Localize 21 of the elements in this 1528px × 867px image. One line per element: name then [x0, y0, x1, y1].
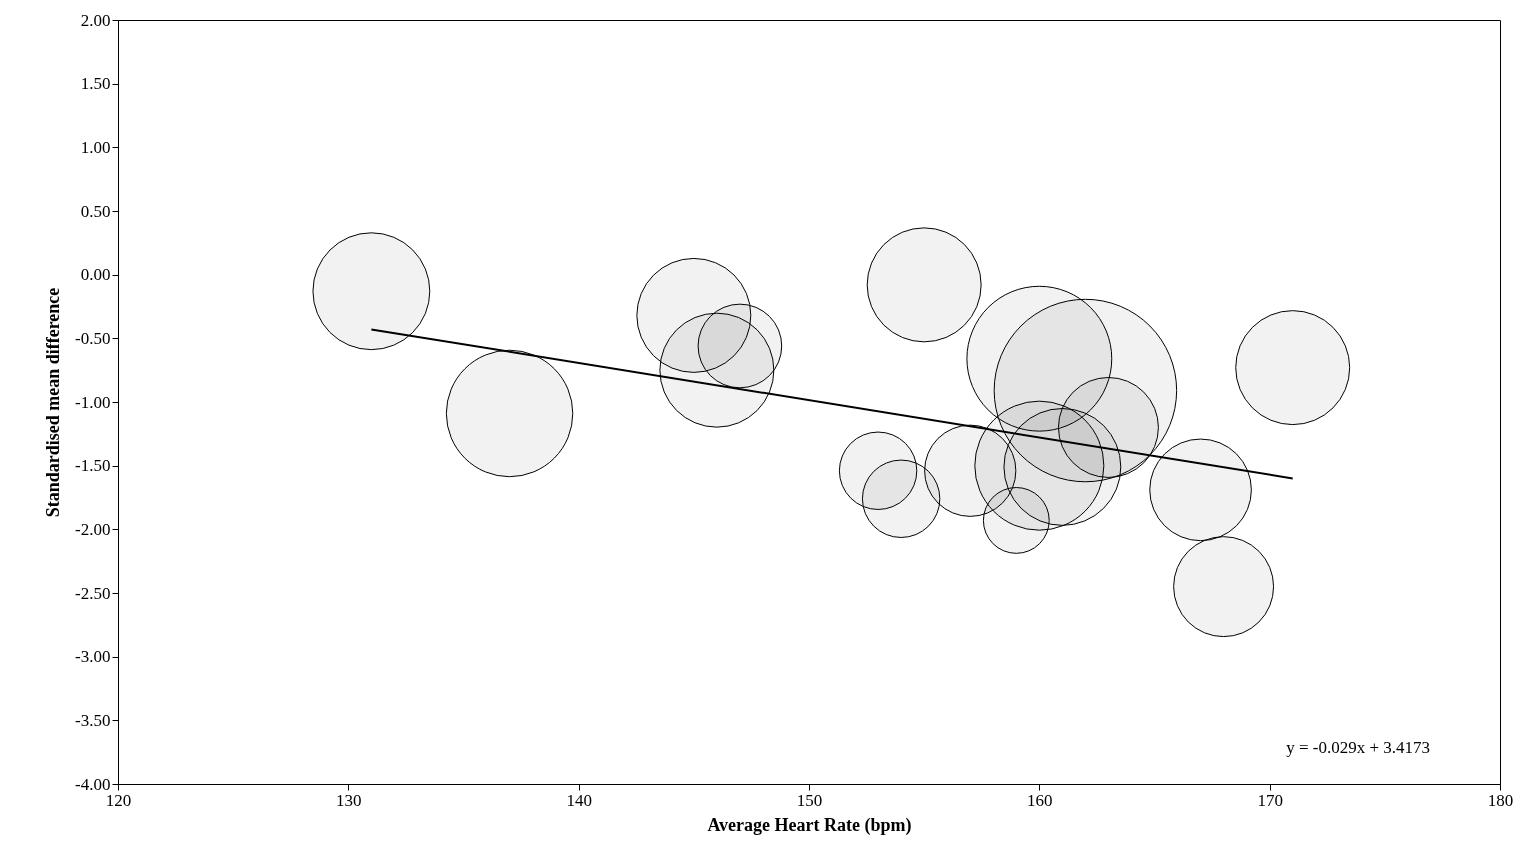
y-tick-label: 1.50: [80, 74, 111, 94]
y-tick-label: 0.50: [80, 201, 111, 221]
x-tick-label: 130: [336, 790, 362, 810]
y-tick-label: -0.50: [75, 328, 111, 348]
y-tick-label: -1.50: [75, 456, 111, 476]
x-tick-label: 150: [796, 790, 823, 810]
y-tick-label: -3.50: [75, 710, 111, 730]
y-tick-label: 1.00: [80, 137, 111, 157]
x-tick-label: 160: [1027, 790, 1053, 810]
x-tick-label: 170: [1257, 790, 1283, 810]
x-tick-label: 140: [566, 790, 592, 810]
y-tick-label: -1.00: [75, 392, 111, 412]
y-tick-label: 2.00: [80, 10, 111, 30]
y-tick-label: -3.00: [75, 647, 111, 667]
x-axis-title: Average Heart Rate (bpm): [707, 814, 912, 836]
y-tick-label: -2.50: [75, 583, 111, 603]
y-tick-label: -2.00: [75, 519, 111, 539]
x-tick-label: 180: [1487, 790, 1514, 810]
annotation: y = -0.029x + 3.4173: [1286, 738, 1430, 757]
y-tick-label: 0.00: [80, 265, 111, 285]
y-axis-title: Standardised mean difference: [43, 287, 64, 518]
